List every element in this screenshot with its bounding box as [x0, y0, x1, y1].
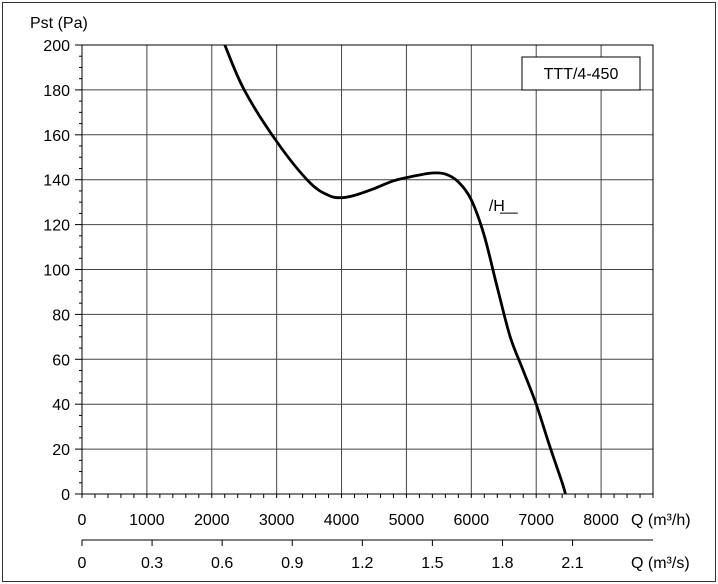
y-tick-label: 0 — [61, 487, 70, 504]
x-tick-label-secondary: 2.1 — [561, 555, 583, 572]
y-tick-label: 120 — [43, 218, 70, 235]
x-tick-labels-primary: 0 1000 2000 3000 4000 5000 6000 7000 8000 — [78, 512, 619, 529]
x-axis-label-primary: Q (m³/h) — [631, 512, 691, 529]
x-tick-label-secondary: 0.6 — [211, 555, 233, 572]
x-tick-label-primary: 7000 — [518, 512, 554, 529]
y-tick-label: 140 — [43, 173, 70, 190]
y-axis-label: Pst (Pa) — [30, 15, 88, 32]
y-tick-label: 200 — [43, 38, 70, 55]
y-tick-label: 80 — [52, 307, 70, 324]
x-tick-label-secondary: 1.2 — [351, 555, 373, 572]
x-tick-label-primary: 8000 — [583, 512, 619, 529]
model-label: TTT/4-450 — [544, 66, 619, 83]
x-tick-labels-secondary: 0 0.3 0.6 0.9 1.2 1.5 1.8 2.1 — [78, 540, 584, 572]
x-tick-label-secondary: 1.8 — [491, 555, 513, 572]
x-tick-label-secondary: 1.5 — [421, 555, 443, 572]
x-tick-label-secondary: 0.9 — [281, 555, 303, 572]
model-label-box — [521, 56, 641, 91]
x-tick-label-primary: 3000 — [259, 512, 295, 529]
y-tick-label: 100 — [43, 263, 70, 280]
x-tick-label-secondary: 0.3 — [141, 555, 163, 572]
x-axis-label-secondary: Q (m³/s) — [631, 555, 690, 572]
x-tick-label-primary: 1000 — [129, 512, 165, 529]
y-tick-label: 20 — [52, 442, 70, 459]
y-tick-label: 60 — [52, 352, 70, 369]
x-tick-label-primary: 2000 — [194, 512, 230, 529]
minor-ticks — [79, 55, 654, 498]
y-tick-label: 180 — [43, 83, 70, 100]
x-tick-label-primary: 4000 — [324, 512, 360, 529]
series-layer: /H — [223, 44, 567, 495]
series-line — [223, 44, 567, 495]
x-tick-label-primary: 6000 — [454, 512, 490, 529]
y-tick-labels: 0 20 40 60 80 100 120 140 160 180 200 — [43, 38, 82, 504]
x-tick-label-secondary: 0 — [78, 555, 87, 572]
series-label: /H — [489, 198, 505, 215]
x-tick-label-primary: 0 — [78, 512, 87, 529]
x-tick-label-primary: 5000 — [389, 512, 425, 529]
y-tick-label: 40 — [52, 397, 70, 414]
y-tick-label: 160 — [43, 128, 70, 145]
